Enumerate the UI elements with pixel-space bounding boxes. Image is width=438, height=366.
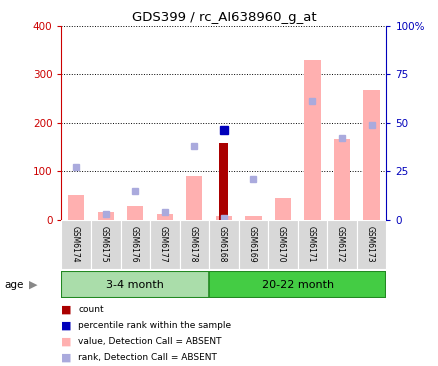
Text: ■: ■	[61, 304, 72, 314]
Text: GSM6176: GSM6176	[129, 225, 138, 262]
Text: ▶: ▶	[28, 280, 37, 290]
Text: GSM6174: GSM6174	[70, 225, 79, 262]
Bar	[208, 271, 385, 298]
Text: percentile rank within the sample: percentile rank within the sample	[78, 321, 231, 330]
Bar	[61, 220, 91, 269]
Text: GSM6172: GSM6172	[335, 225, 344, 262]
Text: ■: ■	[61, 352, 72, 363]
Bar	[179, 220, 208, 269]
Bar	[238, 220, 268, 269]
Bar	[219, 143, 228, 220]
Text: value, Detection Call = ABSENT: value, Detection Call = ABSENT	[78, 337, 221, 346]
Text: ■: ■	[61, 320, 72, 330]
Bar	[333, 139, 350, 220]
Bar	[245, 216, 261, 220]
Text: 3-4 month: 3-4 month	[106, 280, 164, 290]
Text: GSM6178: GSM6178	[188, 225, 197, 262]
Text: GSM6173: GSM6173	[365, 225, 374, 262]
Bar	[61, 271, 208, 298]
Text: GSM6177: GSM6177	[159, 225, 167, 262]
Bar	[91, 220, 120, 269]
Text: GSM6170: GSM6170	[276, 225, 285, 262]
Text: GSM6169: GSM6169	[247, 225, 256, 262]
Bar	[274, 198, 290, 220]
Bar	[120, 220, 150, 269]
Bar	[304, 60, 320, 220]
Bar	[186, 176, 202, 220]
Bar	[215, 216, 232, 220]
Text: GSM6175: GSM6175	[99, 225, 109, 262]
Bar	[97, 212, 113, 220]
Title: GDS399 / rc_AI638960_g_at: GDS399 / rc_AI638960_g_at	[131, 11, 315, 25]
Bar	[156, 214, 173, 220]
Text: count: count	[78, 305, 103, 314]
Text: 20-22 month: 20-22 month	[261, 280, 333, 290]
Bar	[363, 90, 379, 220]
Text: rank, Detection Call = ABSENT: rank, Detection Call = ABSENT	[78, 353, 216, 362]
Bar	[150, 220, 179, 269]
Text: age: age	[4, 280, 24, 290]
Bar	[127, 206, 143, 220]
Bar	[208, 220, 238, 269]
Bar	[268, 220, 297, 269]
Text: GSM6171: GSM6171	[306, 225, 315, 262]
Bar	[297, 220, 326, 269]
Bar	[326, 220, 356, 269]
Bar	[356, 220, 385, 269]
Text: ■: ■	[61, 336, 72, 347]
Text: GSM6168: GSM6168	[217, 225, 226, 262]
Bar	[68, 195, 84, 220]
